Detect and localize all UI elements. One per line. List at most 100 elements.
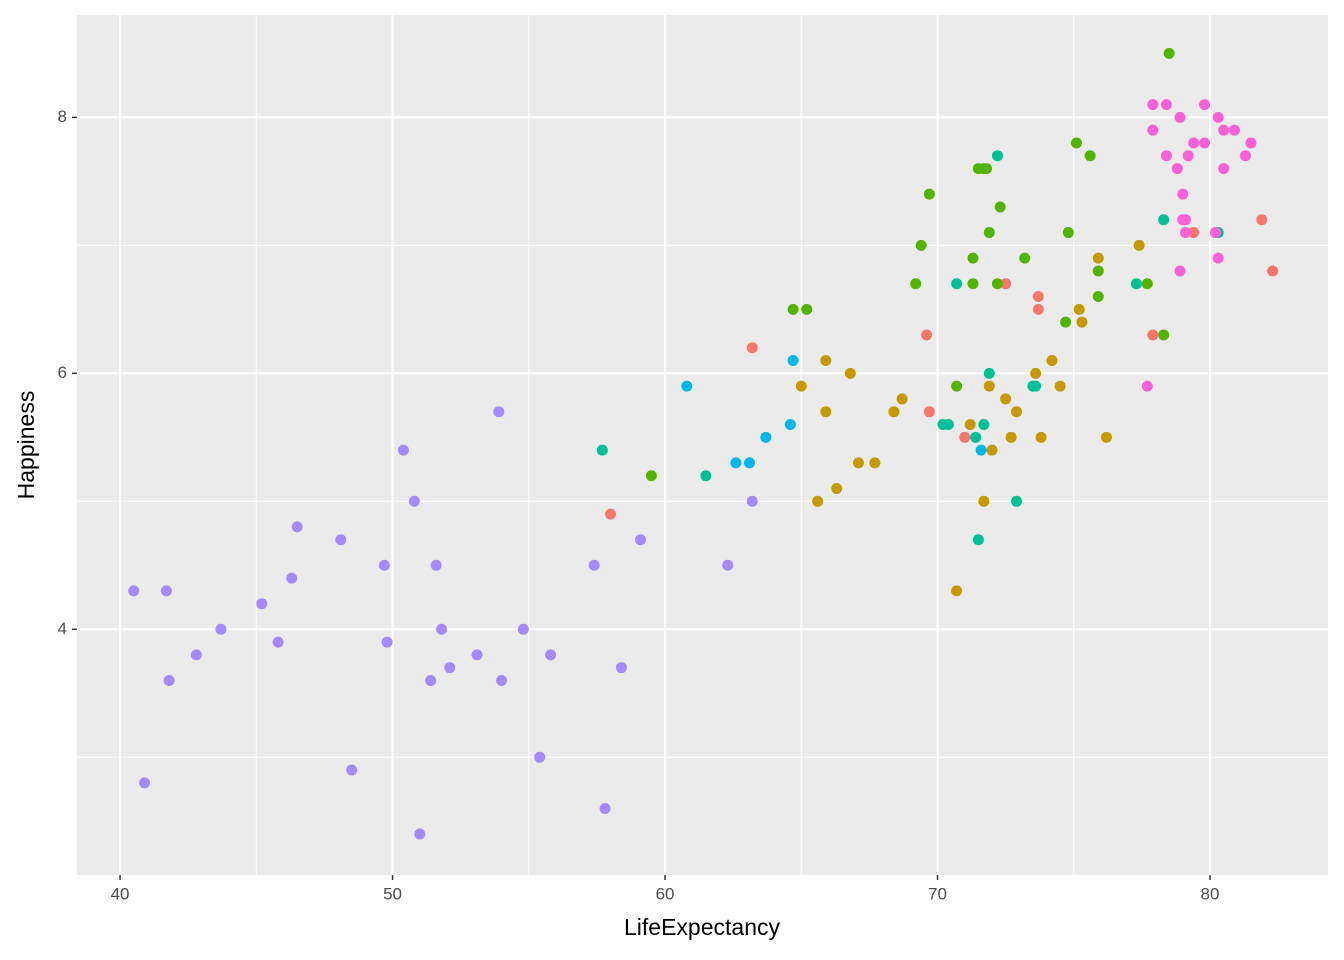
point <box>983 367 995 379</box>
point <box>1218 163 1230 175</box>
point <box>408 495 420 507</box>
x-tick-label: 80 <box>1201 884 1220 903</box>
x-tick-label: 40 <box>111 884 130 903</box>
point <box>1209 227 1221 239</box>
point <box>381 636 393 648</box>
y-tick-label: 6 <box>58 363 67 382</box>
point <box>1147 329 1159 341</box>
point <box>444 662 456 674</box>
y-tick-label: 8 <box>58 107 67 126</box>
x-axis-title: LifeExpectancy <box>624 914 780 940</box>
point <box>1212 111 1224 123</box>
point <box>1054 380 1066 392</box>
point <box>615 662 627 674</box>
point <box>599 802 611 814</box>
point <box>1218 124 1230 136</box>
point <box>1084 150 1096 162</box>
y-tick-label: 4 <box>58 619 67 638</box>
point <box>700 470 712 482</box>
point <box>820 355 832 367</box>
point <box>1158 214 1170 226</box>
point <box>1073 303 1085 315</box>
point <box>1062 227 1074 239</box>
point <box>1256 214 1268 226</box>
point <box>430 559 442 571</box>
point <box>978 495 990 507</box>
point <box>163 674 175 686</box>
point <box>1032 291 1044 303</box>
point <box>496 674 508 686</box>
x-tick-label: 50 <box>383 884 402 903</box>
point <box>831 483 843 495</box>
point <box>1179 227 1191 239</box>
point <box>1019 252 1031 264</box>
point <box>605 508 617 520</box>
point <box>787 355 799 367</box>
point <box>869 457 881 469</box>
point <box>983 227 995 239</box>
x-tick-label: 70 <box>928 884 947 903</box>
point <box>983 380 995 392</box>
point <box>1147 124 1159 136</box>
point <box>1100 431 1112 443</box>
point <box>972 534 984 546</box>
point <box>635 534 647 546</box>
point <box>853 457 865 469</box>
point <box>795 380 807 392</box>
point <box>978 419 990 431</box>
point <box>645 470 657 482</box>
point <box>1032 303 1044 315</box>
point <box>378 559 390 571</box>
point <box>1000 393 1012 405</box>
point <box>994 201 1006 213</box>
point <box>1133 239 1145 251</box>
point <box>1188 227 1200 239</box>
point <box>967 252 979 264</box>
point <box>215 623 227 635</box>
point <box>286 572 298 584</box>
point <box>1158 329 1170 341</box>
point <box>844 367 856 379</box>
point <box>784 419 796 431</box>
point <box>951 278 963 290</box>
point <box>760 431 772 443</box>
point <box>921 329 933 341</box>
point <box>964 419 976 431</box>
point <box>1011 406 1023 418</box>
point <box>801 303 813 315</box>
point <box>730 457 742 469</box>
point <box>746 495 758 507</box>
point <box>1179 214 1191 226</box>
point <box>991 150 1003 162</box>
point <box>923 406 935 418</box>
point <box>588 559 600 571</box>
point <box>923 188 935 200</box>
point <box>291 521 303 533</box>
point <box>975 444 987 456</box>
y-axis-title: Happiness <box>13 391 39 500</box>
point <box>1035 431 1047 443</box>
grid <box>77 15 1328 875</box>
point <box>681 380 693 392</box>
point <box>1030 367 1042 379</box>
point <box>1141 278 1153 290</box>
point <box>910 278 922 290</box>
point <box>493 406 505 418</box>
point <box>272 636 284 648</box>
point <box>596 444 608 456</box>
point <box>1239 150 1251 162</box>
point <box>951 380 963 392</box>
point <box>1092 252 1104 264</box>
point <box>1046 355 1058 367</box>
x-tick-label: 60 <box>656 884 675 903</box>
point <box>959 431 971 443</box>
panel <box>77 15 1328 875</box>
point <box>812 495 824 507</box>
point <box>1229 124 1241 136</box>
point <box>1130 278 1142 290</box>
point <box>1160 150 1172 162</box>
point <box>896 393 908 405</box>
point <box>1245 137 1257 149</box>
point <box>981 163 993 175</box>
point <box>1199 137 1211 149</box>
